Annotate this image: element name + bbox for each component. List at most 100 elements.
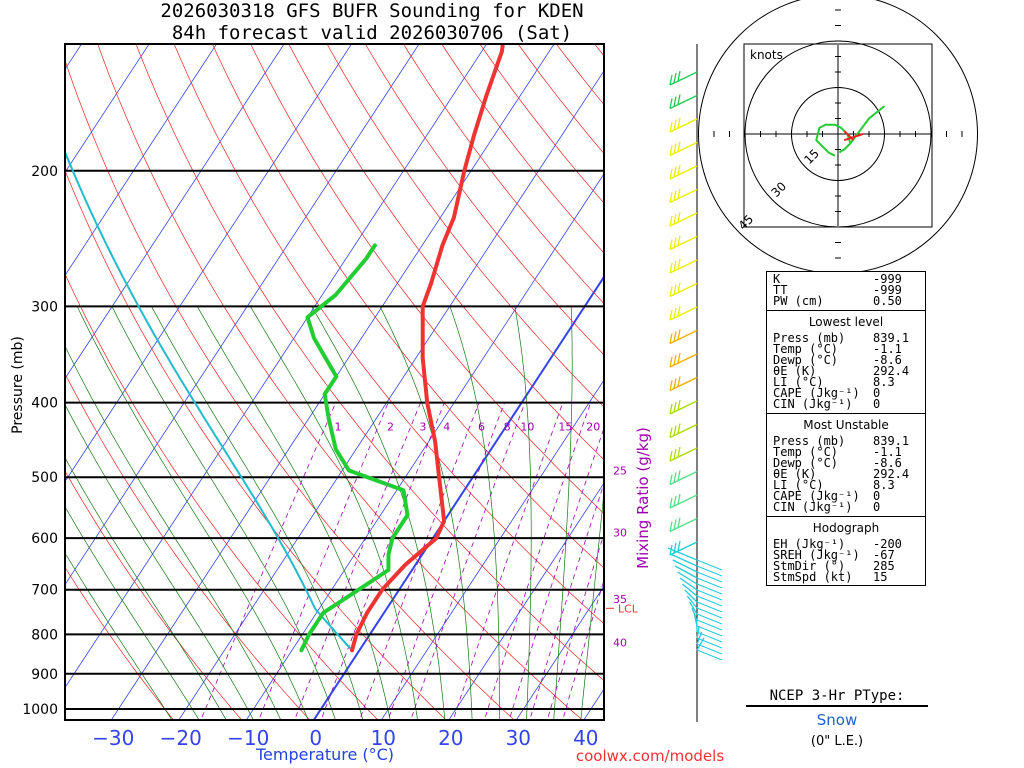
barb-flag: [696, 571, 723, 583]
barb-flag: [677, 211, 681, 223]
barb-staff: [669, 282, 698, 298]
mixing-ratio-line: [508, 427, 604, 720]
param-row: CIN (Jkg⁻¹) 0: [773, 398, 925, 410]
temperature-tick-label: 40: [573, 726, 598, 750]
param-row: StmSpd (kt) 15: [773, 570, 925, 584]
dry-adiabat: [403, 44, 604, 305]
barb-staff: [669, 306, 698, 321]
barb-flag: [673, 495, 677, 507]
moist-adiabat: [250, 306, 418, 720]
mixing-ratio-line: [562, 579, 604, 720]
hodograph-title: Hodograph: [812, 521, 880, 535]
barb-staff: [672, 559, 698, 573]
barb-flag: [673, 378, 677, 389]
wind-barb: [669, 70, 698, 86]
barb-flag: [669, 168, 673, 180]
temperature-axis: −30 −20 −10 0 10 20 30 40: [92, 726, 598, 750]
param-value: 0: [873, 386, 881, 400]
param-key: Press (mb): [773, 434, 846, 448]
wind-barb: [689, 601, 723, 625]
isotherm-line: [65, 44, 420, 586]
temperature-tick-label: 30: [506, 726, 531, 750]
param-row: Press (mb) 839.1: [773, 331, 925, 345]
wind-barb: [669, 446, 698, 462]
wind-barb: [696, 625, 723, 649]
lowest-level-section: Lowest level Press (mb) 839.1 Temp (°C) -1.…: [767, 311, 925, 414]
moist-adiabat: [65, 345, 282, 720]
param-key: Dewp (°C): [773, 353, 839, 367]
barb-flag: [696, 559, 723, 571]
parameters-panel: K -999 TT -999 PW (cm) 0.50 Lowest level Pres…: [766, 271, 926, 586]
param-key: CAPE (Jkg⁻¹): [773, 386, 860, 400]
param-row: EH (Jkg⁻¹) -200: [773, 537, 925, 551]
isotherm-line: [312, 275, 604, 720]
barb-staff: [669, 118, 698, 133]
wind-barb: [677, 571, 723, 595]
barb-flag: [696, 601, 723, 613]
param-row: PW (cm) 0.50: [773, 295, 925, 307]
param-key: LI (°C): [773, 375, 824, 389]
moist-adiabat: [449, 306, 500, 720]
barb-flag: [673, 166, 677, 178]
param-value: -1.1: [873, 342, 902, 356]
mixing-ratio-line: [546, 532, 604, 720]
theta-e-label: 30: [613, 527, 627, 540]
barb-flag: [673, 401, 677, 413]
wind-barb: [667, 547, 723, 571]
barb-flag: [669, 403, 673, 415]
barb-flag: [696, 643, 723, 655]
dry-adiabat: [364, 44, 604, 356]
param-row: Temp (°C) -1.1: [773, 446, 925, 458]
moist-adiabat: [553, 306, 573, 720]
param-row: CIN (Jkg⁻¹) 0: [773, 501, 925, 513]
param-key: Press (mb): [773, 331, 846, 345]
lcl-marker: LCL: [606, 602, 639, 615]
param-key: StmSpd (kt): [773, 570, 853, 584]
barb-flag: [696, 619, 723, 631]
param-row: Dewp (°C) -8.6: [773, 353, 925, 367]
isotherm-line: [65, 44, 150, 174]
barb-staff: [669, 235, 698, 251]
barb-flag: [677, 94, 681, 105]
temperature-tick-label: 0: [309, 726, 322, 750]
barb-flag: [669, 427, 673, 438]
wind-barb: [669, 211, 698, 227]
theta-e-label: 35: [613, 593, 627, 606]
mixing-ratio-line: [359, 402, 480, 720]
wind-barb: [669, 329, 698, 345]
pressure-tick-label: 300: [31, 299, 58, 315]
wind-barb: [669, 258, 698, 274]
mixing-ratio-label: 8: [504, 421, 511, 434]
barb-flag: [669, 262, 673, 274]
hodograph-units: knots: [750, 48, 783, 62]
dry-adiabat: [65, 169, 447, 720]
wind-barb: [669, 376, 698, 392]
barb-staff: [684, 589, 698, 603]
barb-flag: [677, 188, 681, 199]
barb-staff: [669, 517, 698, 533]
param-value: -200: [873, 537, 902, 551]
wind-barb: [669, 399, 698, 415]
moist-adiabat: [196, 306, 391, 720]
barb-staff: [669, 71, 698, 86]
param-value: 8.3: [873, 375, 895, 389]
isobars: [65, 169, 604, 710]
barb-flag: [669, 239, 673, 250]
barb-staff: [669, 494, 698, 509]
dry-adiabat: [212, 44, 604, 569]
param-row: K -999: [773, 273, 925, 285]
param-key: Temp (°C): [773, 342, 839, 356]
barb-flag: [696, 565, 723, 577]
barb-flag: [677, 470, 681, 481]
dry-adiabat: [65, 373, 311, 720]
barb-flag: [669, 74, 673, 86]
mixing-ratio-line: [452, 402, 564, 720]
barb-staff: [669, 447, 698, 462]
wind-barb: [672, 559, 723, 583]
barb-flag: [673, 143, 677, 154]
mixing-ratio-line: [387, 402, 506, 720]
barb-flag: [677, 282, 681, 293]
moist-adiabat: [311, 306, 446, 720]
param-value: -8.6: [873, 456, 902, 470]
moist-adiabat: [76, 306, 309, 720]
